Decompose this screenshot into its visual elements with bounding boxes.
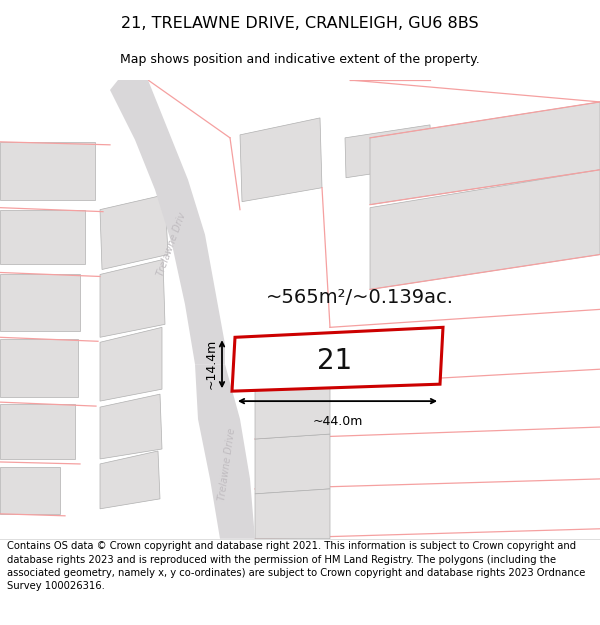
Polygon shape <box>370 170 600 289</box>
Polygon shape <box>195 364 255 539</box>
Polygon shape <box>110 80 225 364</box>
Polygon shape <box>345 125 432 177</box>
Text: 21: 21 <box>317 348 353 375</box>
Text: Trelawne Drive: Trelawne Drive <box>217 427 237 501</box>
Polygon shape <box>0 467 60 514</box>
Polygon shape <box>0 142 95 199</box>
Polygon shape <box>240 118 322 202</box>
Polygon shape <box>255 489 330 539</box>
Polygon shape <box>255 379 330 439</box>
Polygon shape <box>0 274 80 331</box>
Polygon shape <box>232 328 443 391</box>
Polygon shape <box>0 339 78 397</box>
Polygon shape <box>0 404 75 459</box>
Polygon shape <box>255 434 330 494</box>
Polygon shape <box>100 451 160 509</box>
Polygon shape <box>100 328 162 401</box>
Text: ~14.4m: ~14.4m <box>205 339 218 389</box>
Text: Map shows position and indicative extent of the property.: Map shows position and indicative extent… <box>120 54 480 66</box>
Text: Trelawne Driv: Trelawne Driv <box>156 211 188 278</box>
Polygon shape <box>100 259 165 338</box>
Text: Contains OS data © Crown copyright and database right 2021. This information is : Contains OS data © Crown copyright and d… <box>7 541 586 591</box>
Text: ~44.0m: ~44.0m <box>313 415 362 428</box>
Polygon shape <box>485 128 530 178</box>
Polygon shape <box>100 195 168 269</box>
Polygon shape <box>370 102 600 204</box>
Polygon shape <box>0 209 85 264</box>
Text: ~565m²/~0.139ac.: ~565m²/~0.139ac. <box>266 288 454 307</box>
Text: 21, TRELAWNE DRIVE, CRANLEIGH, GU6 8BS: 21, TRELAWNE DRIVE, CRANLEIGH, GU6 8BS <box>121 16 479 31</box>
Polygon shape <box>100 394 162 459</box>
